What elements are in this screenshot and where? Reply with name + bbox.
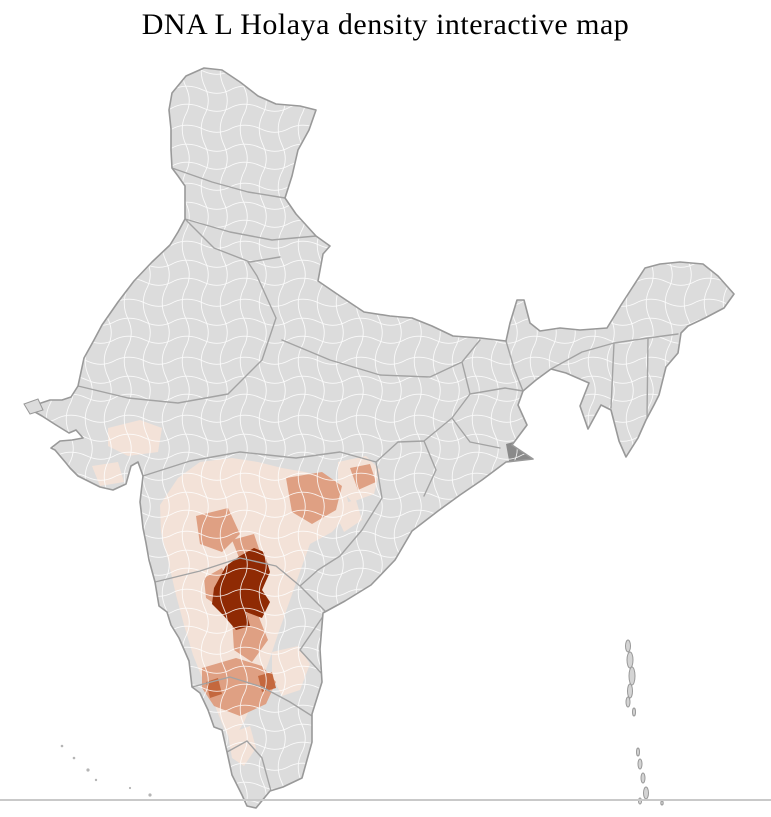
page-title: DNA L Holaya density interactive map	[141, 8, 630, 41]
lakshadweep-islands[interactable]	[60, 744, 152, 797]
andaman-nicobar-islands[interactable]	[625, 639, 664, 806]
kutch-islet[interactable]	[23, 398, 44, 415]
bottom-divider	[0, 799, 771, 801]
india-map[interactable]	[34, 67, 735, 809]
state-borders	[77, 167, 679, 792]
